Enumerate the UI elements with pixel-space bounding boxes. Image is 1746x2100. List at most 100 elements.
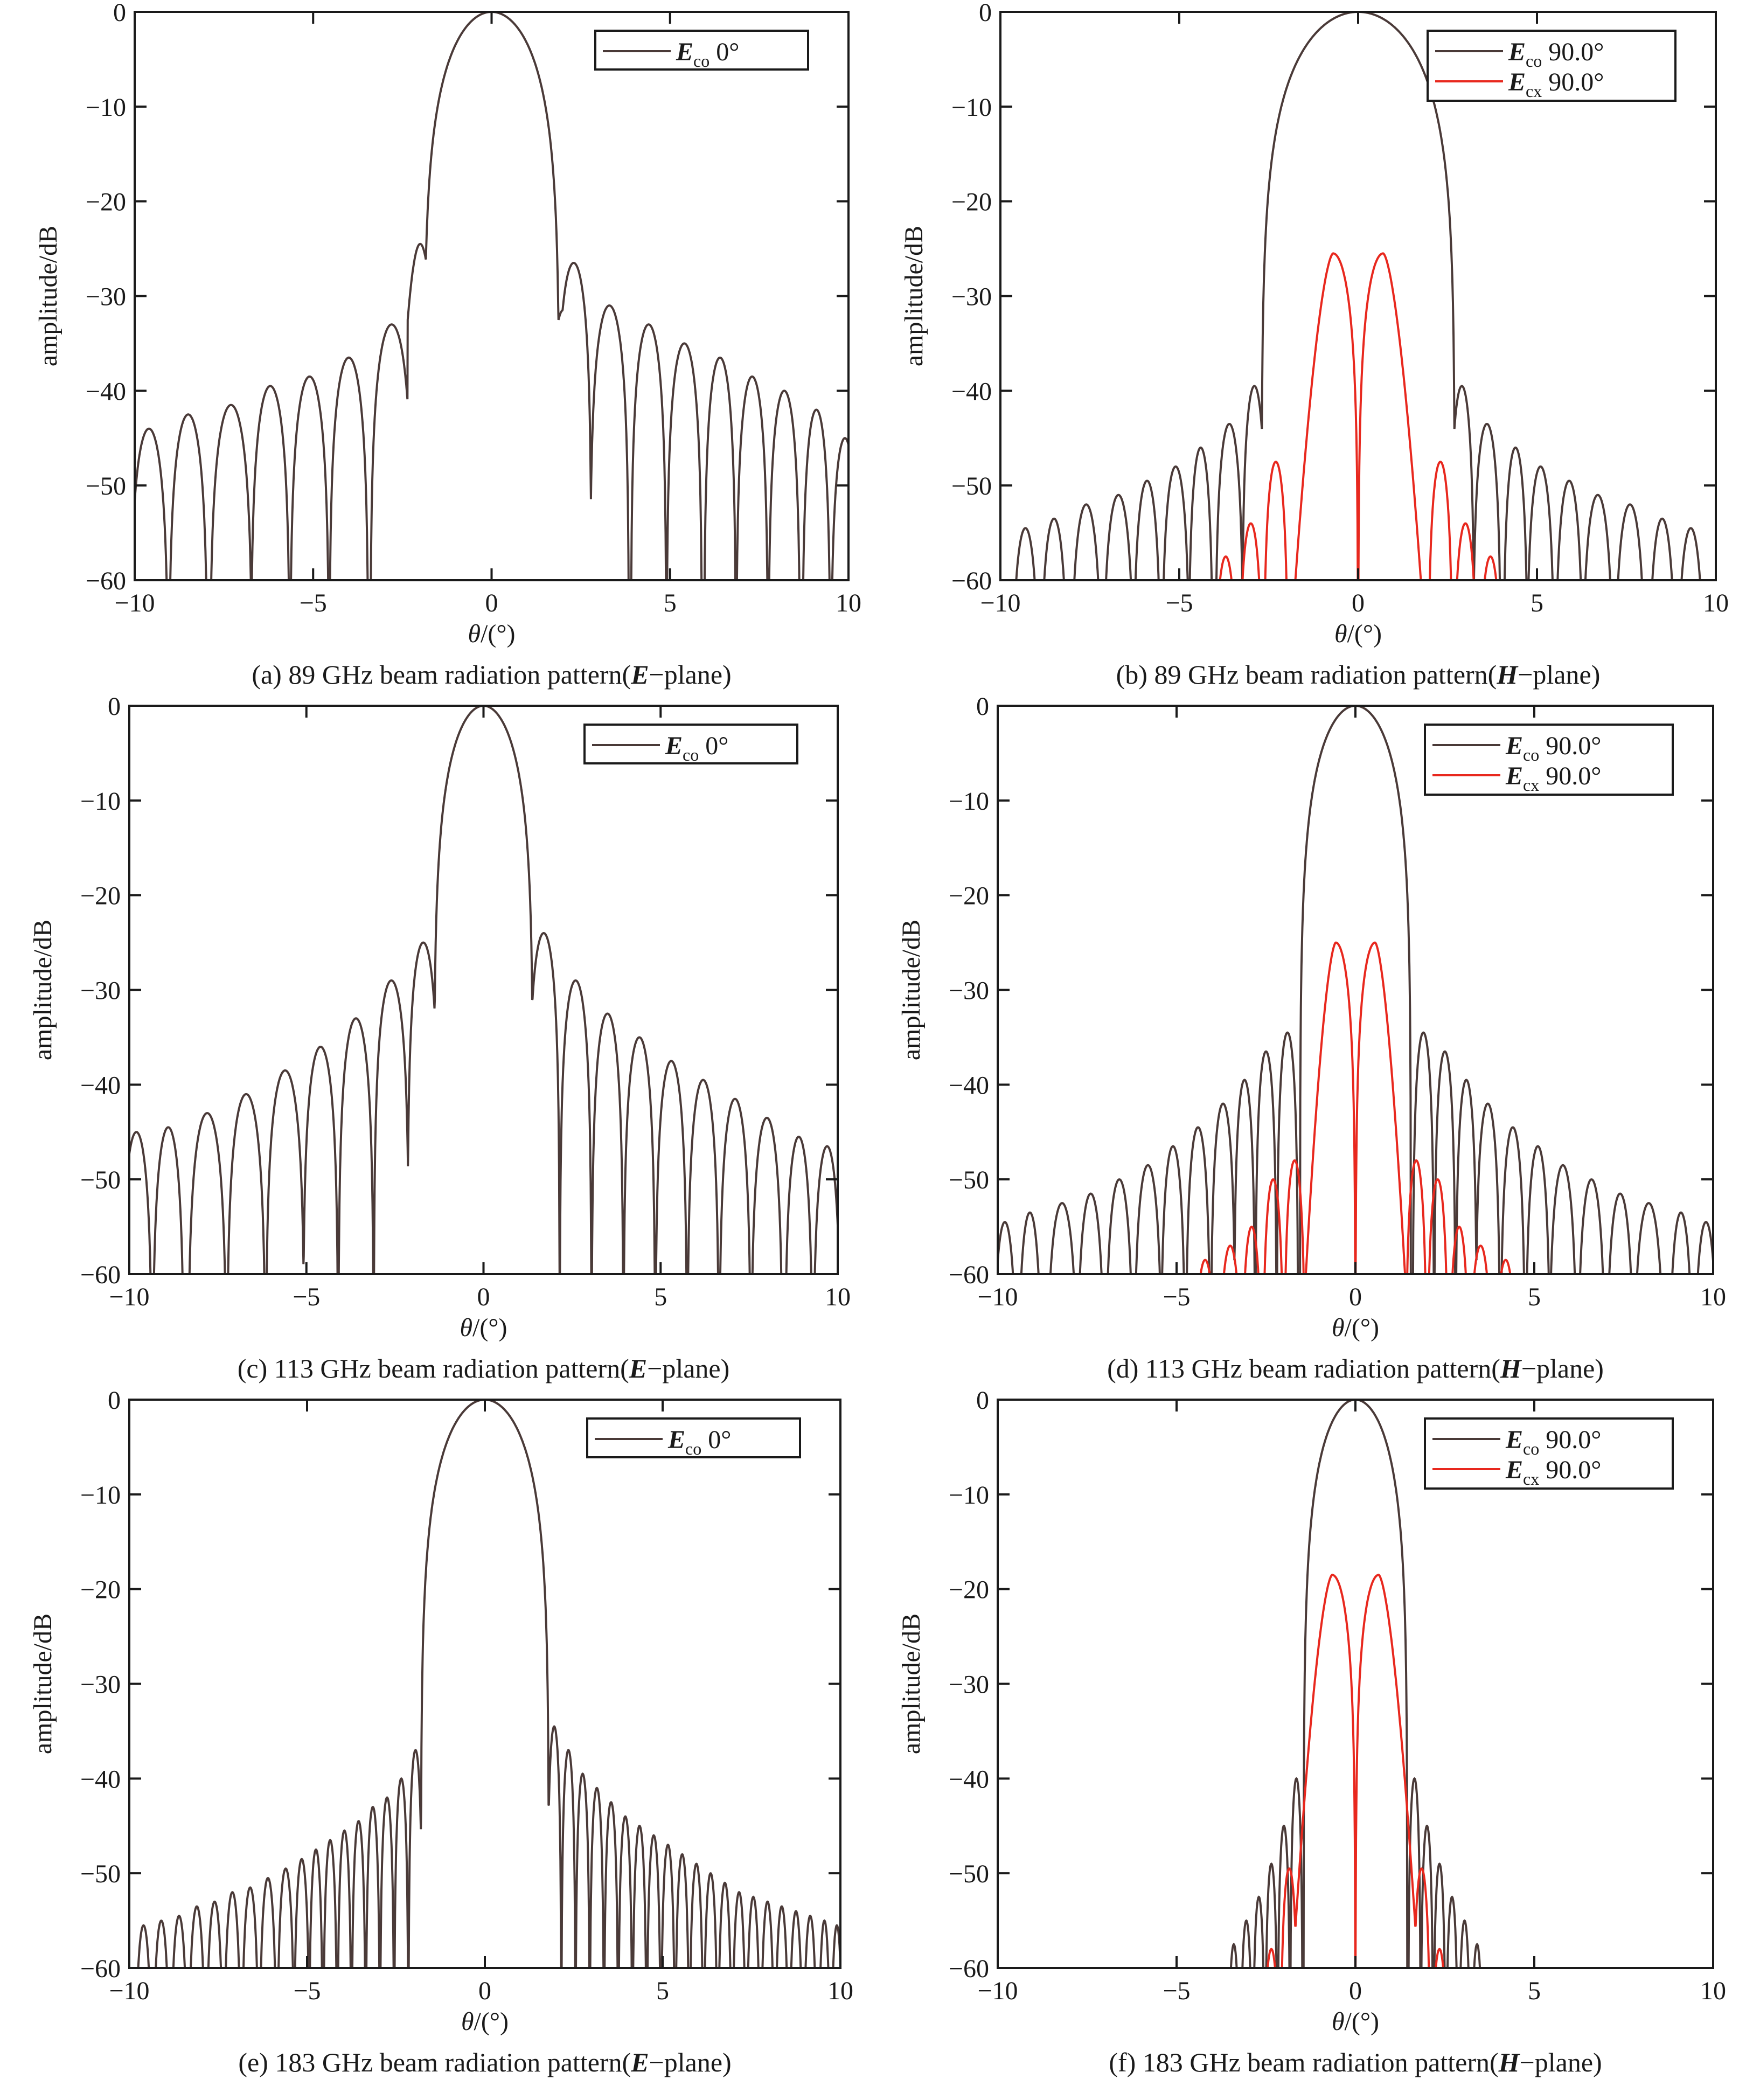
x-tick-label: 5 [1528,1977,1541,2005]
x-tick-label: 10 [1700,1977,1726,2005]
panel-a: 0−10−20−30−40−50−60−10 −5 0 5 10amplitude/dB… [34,0,861,690]
x-axis-label: θ/(°) [460,1313,507,1342]
plot-frame [128,705,839,1275]
y-tick-label: −40 [80,1071,121,1100]
plot-frame [128,1399,841,1969]
legend-label: Eco 90.0° [1505,732,1601,764]
x-tick-label: 5 [654,1283,667,1311]
y-tick-label: 0 [976,1386,989,1415]
y-tick-label: −50 [80,1166,121,1194]
series-line-eco [998,706,1713,1274]
y-tick-label: −30 [80,977,121,1005]
x-tick-label: 0 [1349,1283,1362,1311]
x-tick-label: −5 [300,589,327,617]
x-axis-label: θ/(°) [468,620,515,648]
y-tick-label: −20 [951,188,992,217]
y-tick-label: −20 [949,1576,989,1604]
legend-box [1424,1417,1674,1490]
x-tick-label: 5 [1528,1283,1541,1311]
y-tick-label: −60 [80,1955,121,1983]
legend: Eco 90.0°Ecx 90.0° [1427,30,1677,102]
panel-d: 0−10−20−30−40−50−60−10 −5 0 5 10amplitude/dB… [897,692,1726,1383]
plot-frame [134,11,850,581]
legend: Eco 0° [583,724,798,764]
y-axis-label: amplitude/dB [29,920,57,1060]
y-tick-label: −10 [86,93,126,122]
x-tick-label: −10 [114,589,155,617]
panel-caption: (e) 183 GHz beam radiation pattern(E−pla… [238,2047,731,2077]
y-tick-label: −10 [949,1481,989,1510]
x-tick-label: 5 [656,1977,669,2005]
legend: Eco 0° [586,1417,801,1458]
x-axis-label: θ/(°) [461,2007,509,2036]
y-tick-label: −20 [80,1576,121,1604]
y-tick-label: −40 [86,377,126,406]
y-tick-label: −50 [949,1166,989,1194]
x-tick-label: 10 [1700,1283,1726,1311]
x-axis-label: θ/(°) [1334,620,1382,648]
x-tick-label: 5 [664,589,677,617]
panel-b: 0−10−20−30−40−50−60−10 −5 0 5 10amplitude/dB… [900,0,1729,690]
y-tick-label: 0 [108,1386,121,1415]
panel-c: 0−10−20−30−40−50−60−10 −5 0 5 10amplitude/dB… [29,692,851,1383]
y-axis-label: amplitude/dB [900,226,928,366]
y-tick-label: −50 [951,472,992,500]
legend-box [1424,724,1674,796]
x-tick-label: 0 [477,1283,490,1311]
y-tick-label: −20 [949,882,989,910]
y-tick-label: −30 [80,1671,121,1699]
x-tick-label: −5 [1163,1977,1190,2005]
y-tick-label: −60 [949,1261,989,1289]
x-tick-label: −10 [109,1283,149,1311]
y-tick-label: 0 [979,0,992,27]
y-tick-label: −30 [949,977,989,1005]
legend-label: Eco 90.0° [1505,1426,1601,1458]
y-tick-label: −40 [949,1071,989,1100]
panel-caption: (b) 89 GHz beam radiation pattern(H−plan… [1116,659,1601,690]
x-tick-label: 10 [825,1283,851,1311]
y-tick-label: 0 [108,692,121,721]
x-tick-label: −10 [977,1977,1018,2005]
legend-box [1427,30,1677,102]
x-tick-label: −10 [977,1283,1018,1311]
panel-caption: (d) 113 GHz beam radiation pattern(H−pla… [1107,1353,1604,1383]
y-tick-label: −20 [80,882,121,910]
y-tick-label: −60 [949,1955,989,1983]
panel-f: 0−10−20−30−40−50−60−10 −5 0 5 10amplitude/dB… [897,1386,1726,2077]
legend-label: Ecx 90.0° [1508,68,1604,101]
y-tick-label: −30 [949,1671,989,1699]
x-tick-label: −10 [109,1977,149,2005]
x-axis-label: θ/(°) [1332,1313,1379,1342]
y-tick-label: −10 [949,787,989,816]
series-line-eco [1015,12,1701,580]
panel-caption: (a) 89 GHz beam radiation pattern(E−plan… [252,659,731,690]
y-tick-label: −40 [80,1765,121,1793]
x-tick-label: −5 [1163,1283,1190,1311]
series-line-eco [129,706,838,1274]
x-tick-label: −5 [293,1283,320,1311]
legend-label: Eco 0° [676,38,739,71]
y-tick-label: −50 [86,472,126,500]
y-tick-label: −40 [951,377,992,406]
y-tick-label: −10 [951,93,992,122]
panel-caption: (c) 113 GHz beam radiation pattern(E−pla… [238,1353,730,1383]
y-tick-label: −10 [80,1481,121,1510]
legend-label: Eco 0° [667,1426,731,1458]
x-tick-label: 5 [1531,589,1543,617]
y-axis-label: amplitude/dB [897,920,926,1060]
y-tick-label: −40 [949,1765,989,1793]
y-tick-label: −30 [951,283,992,311]
series-line-ecx [1199,941,1512,1274]
legend-label: Ecx 90.0° [1505,1456,1601,1489]
x-tick-label: −10 [980,589,1020,617]
legend-label: Ecx 90.0° [1505,762,1601,795]
y-tick-label: 0 [113,0,126,27]
series-line-eco [135,12,848,580]
legend: Eco 90.0°Ecx 90.0° [1424,1417,1674,1490]
y-tick-label: −30 [86,283,126,311]
x-tick-label: −5 [293,1977,321,2005]
series-line-eco [137,1400,840,1968]
y-axis-label: amplitude/dB [34,226,62,366]
y-tick-label: −50 [80,1860,121,1888]
